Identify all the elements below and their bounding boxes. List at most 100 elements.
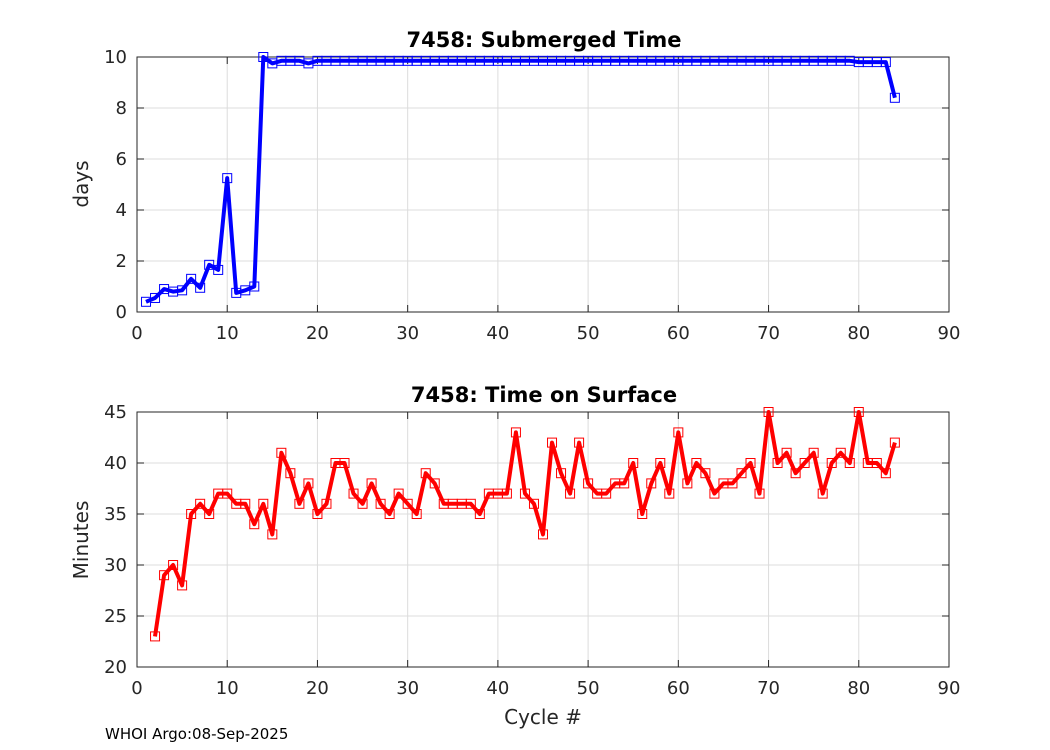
data-point bbox=[465, 498, 476, 509]
data-point bbox=[204, 509, 215, 519]
data-point bbox=[556, 468, 567, 479]
data-point bbox=[312, 509, 323, 519]
data-point bbox=[186, 273, 197, 284]
data-point bbox=[168, 560, 179, 570]
x-tick-label: 0 bbox=[131, 323, 142, 344]
y-tick-label: 2 bbox=[116, 251, 127, 272]
data-point bbox=[772, 458, 783, 468]
data-point bbox=[817, 488, 828, 499]
y-tick-label: 6 bbox=[116, 149, 127, 170]
x-tick-label: 50 bbox=[577, 323, 600, 344]
x-axis-label: Cycle # bbox=[504, 705, 582, 729]
data-point bbox=[150, 292, 161, 303]
data-point bbox=[258, 498, 269, 509]
data-point bbox=[880, 468, 891, 479]
x-tick-label: 70 bbox=[757, 678, 780, 699]
surface-time-chart: 7458: Time on Surface Minutes Cycle # 0 1… bbox=[69, 383, 960, 729]
data-point bbox=[159, 570, 170, 581]
data-point bbox=[682, 478, 693, 489]
data-point bbox=[655, 458, 666, 468]
data-point bbox=[880, 57, 891, 68]
x-tick-label: 60 bbox=[667, 323, 690, 344]
data-point bbox=[240, 498, 251, 509]
x-tick-label: 10 bbox=[216, 678, 239, 699]
data-point bbox=[601, 488, 612, 499]
data-point bbox=[871, 458, 882, 468]
data-point bbox=[745, 458, 756, 468]
data-point bbox=[195, 282, 206, 293]
axes-box bbox=[136, 56, 950, 313]
data-point bbox=[763, 407, 774, 417]
data-point bbox=[321, 498, 332, 509]
data-point bbox=[583, 478, 594, 489]
data-point bbox=[267, 529, 278, 540]
data-point bbox=[429, 478, 440, 489]
data-point bbox=[258, 52, 269, 62]
data-point bbox=[294, 498, 305, 509]
data-point bbox=[393, 488, 404, 499]
data-point bbox=[285, 468, 296, 479]
data-point bbox=[781, 447, 792, 458]
data-point bbox=[150, 631, 161, 642]
chart-title: 7458: Time on Surface bbox=[411, 383, 677, 407]
x-tick-label: 30 bbox=[396, 323, 419, 344]
data-point bbox=[411, 509, 422, 519]
plot-area bbox=[137, 412, 949, 667]
y-tick-label: 8 bbox=[116, 98, 127, 119]
y-tick-label: 0 bbox=[116, 302, 127, 323]
data-point bbox=[276, 447, 287, 458]
data-point bbox=[538, 529, 548, 540]
data-point bbox=[402, 498, 413, 509]
data-point bbox=[501, 488, 512, 499]
x-tick-label: 90 bbox=[938, 678, 961, 699]
y-axis-label: Minutes bbox=[69, 501, 93, 580]
data-point bbox=[799, 458, 810, 468]
data-point bbox=[835, 447, 846, 458]
data-point bbox=[889, 437, 900, 448]
data-point bbox=[177, 285, 188, 296]
data-point bbox=[195, 498, 206, 509]
x-tick-label: 90 bbox=[938, 323, 961, 344]
y-tick-label: 10 bbox=[104, 47, 127, 68]
data-point bbox=[357, 498, 368, 509]
data-point bbox=[204, 259, 215, 270]
chart-title: 7458: Submerged Time bbox=[406, 28, 681, 52]
data-point bbox=[646, 478, 657, 489]
data-point bbox=[547, 437, 558, 448]
data-point bbox=[637, 509, 648, 519]
data-point bbox=[420, 468, 431, 479]
x-tick-label: 20 bbox=[306, 323, 329, 344]
data-point bbox=[339, 458, 350, 468]
data-point bbox=[186, 509, 197, 519]
data-point bbox=[790, 468, 801, 479]
data-point bbox=[673, 427, 684, 438]
data-point bbox=[519, 488, 530, 499]
data-point bbox=[565, 488, 576, 499]
footer-credit: WHOI Argo:08-Sep-2025 bbox=[105, 725, 289, 743]
plot-area bbox=[137, 57, 949, 312]
x-tick-label: 10 bbox=[216, 323, 239, 344]
y-tick-label: 40 bbox=[104, 453, 127, 474]
submerged-time-chart: 7458: Submerged Time days 0 10 20 30 40 50 60 7… bbox=[69, 28, 960, 344]
data-point bbox=[249, 519, 260, 530]
axes-box bbox=[136, 411, 950, 668]
data-point bbox=[736, 468, 747, 479]
x-tick-label: 50 bbox=[577, 678, 600, 699]
data-point bbox=[348, 488, 359, 499]
data-point bbox=[177, 580, 188, 591]
data-point bbox=[709, 488, 720, 499]
data-point bbox=[619, 478, 630, 489]
data-point bbox=[213, 264, 224, 275]
data-point bbox=[474, 509, 485, 519]
data-point bbox=[303, 478, 314, 489]
data-point bbox=[754, 488, 765, 499]
data-point bbox=[844, 458, 855, 468]
data-point bbox=[384, 509, 395, 519]
y-axis-label: days bbox=[69, 160, 93, 207]
series-line bbox=[153, 410, 897, 637]
x-tick-label: 80 bbox=[847, 678, 870, 699]
data-point bbox=[510, 427, 521, 438]
data-point bbox=[222, 488, 233, 499]
x-tick-label: 60 bbox=[667, 678, 690, 699]
